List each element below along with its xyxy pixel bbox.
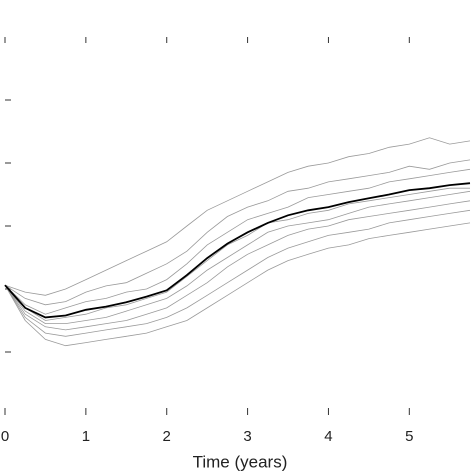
- path-line: [4, 200, 471, 331]
- path-line: [4, 137, 471, 296]
- x-tick-label: 0: [1, 428, 9, 445]
- path-line: [4, 190, 471, 325]
- path-line: [4, 222, 471, 347]
- path-line: [4, 187, 470, 321]
- path-line: [4, 209, 471, 337]
- x-tick-label: 5: [405, 428, 413, 445]
- x-tick-label: 4: [324, 428, 332, 445]
- path-line: [4, 159, 471, 306]
- x-axis-label: Time (years): [193, 452, 288, 471]
- x-tick-label: 1: [82, 428, 90, 445]
- mean-line: [4, 182, 471, 319]
- x-tick-label: 2: [163, 428, 171, 445]
- path-line: [4, 168, 471, 315]
- x-tick-label: 3: [243, 428, 251, 445]
